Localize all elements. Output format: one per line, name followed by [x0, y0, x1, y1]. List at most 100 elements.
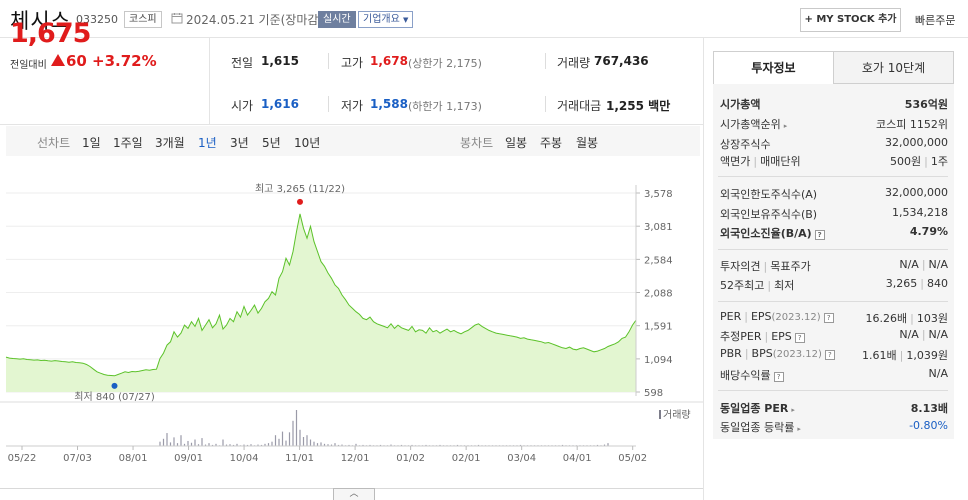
- info-label: 배당수익률: [720, 369, 771, 382]
- range-tab-5y[interactable]: 5년: [262, 136, 281, 150]
- volume-bar: [330, 444, 333, 446]
- divider: [718, 249, 948, 250]
- price-chart[interactable]: 3,578 3,081 2,584 2,088 1,591 1,094 598 거래량 05…: [0, 160, 703, 488]
- prev-close-label: 전일: [231, 56, 254, 70]
- volume-bar: [215, 443, 217, 446]
- calendar-icon: [171, 13, 183, 24]
- candle-tab-weekly[interactable]: 주봉: [540, 136, 563, 150]
- volume-bar: [250, 444, 252, 446]
- info-row-sector-change[interactable]: 동일업종 등락률 ▸ -0.80%: [720, 419, 948, 434]
- volume-bar: [337, 444, 340, 446]
- volume-bar: [236, 443, 238, 446]
- y-axis-ticks: 3,578 3,081 2,584 2,088 1,591 1,094 598: [635, 185, 673, 399]
- volume-bar: [323, 443, 326, 446]
- x-tick-label: 05/22: [8, 453, 37, 464]
- info-row-52w: 52주최고 | 최저 3,265 | 840: [720, 277, 948, 292]
- stock-code: 033250: [76, 13, 118, 26]
- candle-tab-daily[interactable]: 일봉: [505, 136, 528, 150]
- info-value: 3,265: [885, 277, 918, 290]
- divider: [328, 53, 329, 69]
- volume-bar: [222, 439, 224, 446]
- info-value: N/A: [899, 328, 919, 341]
- volume-bar: [166, 433, 168, 446]
- info-label: EPS: [750, 310, 772, 323]
- info-row-pbr: PBR | BPS(2023.12)? 1.61배 | 1,039원: [720, 347, 948, 362]
- info-sublabel: (2023.12): [772, 349, 822, 360]
- tab-invest-info[interactable]: 투자정보: [713, 51, 834, 84]
- info-row-market-cap-rank[interactable]: 시가총액순위 ▸ 코스피 1152위: [720, 116, 948, 131]
- volume-bar: [285, 440, 287, 446]
- volume-bar: [267, 443, 270, 446]
- volume-bar: [281, 431, 284, 446]
- invest-info-box: [713, 84, 954, 439]
- base-date: 2024.05.21 기준(장마감): [186, 11, 323, 28]
- info-label: 추정PER: [720, 330, 762, 343]
- info-value: 32,000,000: [885, 186, 948, 199]
- volume-bar: [411, 444, 413, 446]
- prev-compare-label: 전일대비: [10, 60, 47, 71]
- volume-bar: [362, 444, 364, 446]
- divider: [0, 124, 703, 125]
- volume-bar: [246, 444, 249, 446]
- company-overview-label: 기업개요: [363, 14, 400, 25]
- line-chart-label: 선차트: [37, 136, 71, 150]
- y-tick-label: 1,591: [644, 322, 673, 333]
- info-value: 1.61배: [862, 349, 897, 362]
- y-tick-label: 2,584: [644, 255, 673, 266]
- range-tab-10y[interactable]: 10년: [294, 136, 321, 150]
- help-icon[interactable]: ?: [824, 350, 835, 360]
- info-row-listed-shares: 상장주식수 32,000,000: [720, 136, 948, 151]
- low-annotation: 최저 840 (07/27): [74, 391, 155, 403]
- range-tab-3y[interactable]: 3년: [230, 136, 249, 150]
- y-tick-label: 2,088: [644, 289, 673, 300]
- volume-bar: [519, 444, 522, 446]
- help-icon[interactable]: ?: [794, 333, 805, 343]
- volume-bar: [316, 443, 319, 446]
- candle-tab-monthly[interactable]: 월봉: [576, 136, 599, 150]
- volume-bar: [456, 444, 459, 446]
- y-tick-label: 3,081: [644, 222, 673, 233]
- info-value: 16.26배: [865, 312, 908, 325]
- caret-right-icon: ▸: [797, 425, 801, 433]
- info-label: PBR: [720, 347, 742, 360]
- info-value: 1주: [930, 155, 948, 168]
- info-value: N/A: [928, 367, 948, 380]
- price-panel: [0, 38, 210, 124]
- range-tab-1w[interactable]: 1주일: [113, 136, 143, 150]
- open-value: 1,616: [261, 97, 299, 111]
- info-value: 500원: [890, 155, 922, 168]
- change-percent: +3.72%: [92, 52, 157, 70]
- volume-bar: [369, 444, 371, 446]
- info-label: 외국인한도주식수(A): [720, 188, 818, 201]
- help-icon[interactable]: ?: [773, 372, 784, 382]
- help-icon[interactable]: ?: [823, 313, 834, 323]
- volume-bar: [341, 444, 343, 446]
- info-row-est-per: 추정PER | EPS? N/A | N/A: [720, 328, 948, 343]
- mystock-label: MY STOCK 추가: [816, 14, 897, 25]
- company-overview-dropdown[interactable]: 기업개요 ▼: [358, 11, 414, 28]
- volume-value: 767,436: [594, 54, 649, 68]
- range-tab-1d[interactable]: 1일: [82, 136, 101, 150]
- info-value: N/A: [928, 328, 948, 341]
- info-row-sector-per[interactable]: 동일업종 PER ▸ 8.13배: [720, 400, 948, 415]
- x-tick-label: 02/01: [452, 453, 481, 464]
- range-tab-1y[interactable]: 1년: [198, 136, 217, 150]
- volume-bars: 거래량: [0, 401, 703, 447]
- volume-bar: [201, 438, 203, 446]
- mystock-add-button[interactable]: + MY STOCK 추가: [800, 8, 901, 32]
- volume-bar: [603, 444, 606, 446]
- collapse-chart-button[interactable]: ︿: [333, 488, 375, 500]
- range-tab-3m[interactable]: 3개월: [155, 136, 185, 150]
- info-label: 목표주가: [770, 260, 811, 273]
- tab-orderbook-10[interactable]: 호가 10단계: [833, 51, 954, 84]
- trade-value-unit: 백만: [648, 99, 671, 113]
- quick-order-button[interactable]: 빠른주문: [915, 14, 956, 27]
- x-tick-label: 01/02: [396, 453, 425, 464]
- info-label: 동일업종 PER: [720, 402, 789, 415]
- help-icon[interactable]: ?: [814, 230, 825, 240]
- volume-bar: [257, 444, 259, 446]
- volume-bar: [197, 444, 200, 446]
- realtime-button[interactable]: 실시간: [318, 11, 356, 28]
- y-tick-label: 1,094: [644, 355, 673, 366]
- stock-header: [0, 0, 968, 38]
